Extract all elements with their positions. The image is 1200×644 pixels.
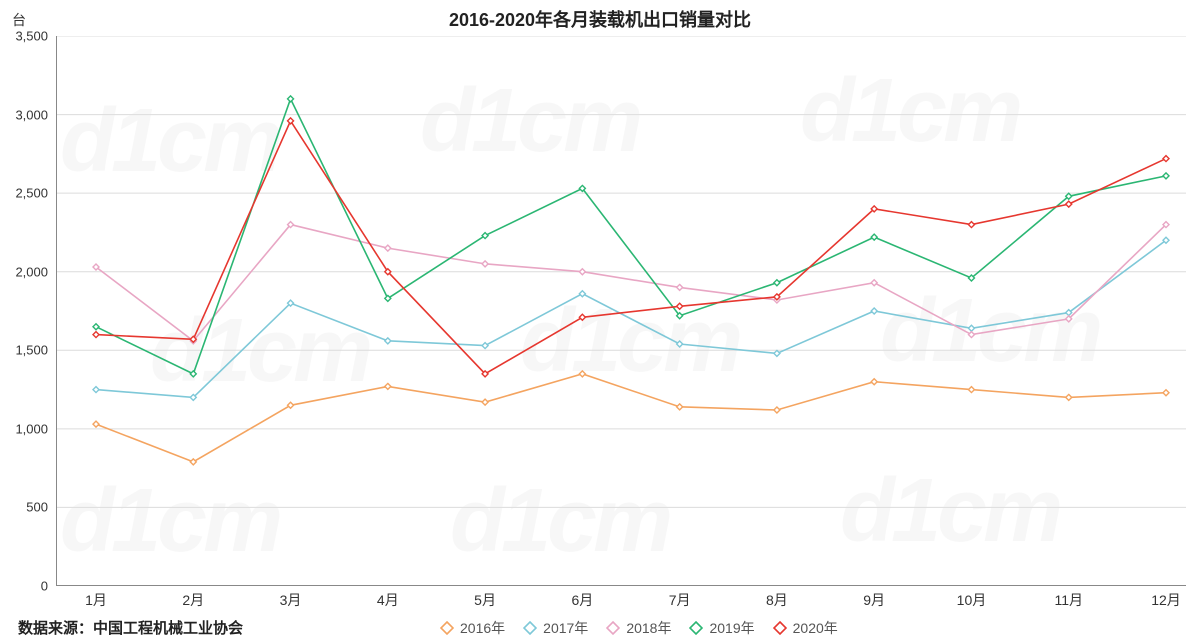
chart-container: 2016-2020年各月装载机出口销量对比 台 d1cm d1cm d1cm d… [0, 0, 1200, 644]
y-axis-labels: 05001,0001,5002,0002,5003,0003,500 [0, 36, 52, 586]
legend-swatch [523, 621, 537, 635]
legend-label: 2018年 [626, 618, 671, 638]
series-marker [677, 341, 683, 347]
chart-title: 2016-2020年各月装载机出口销量对比 [0, 6, 1200, 32]
x-axis-labels: 1月 2月 3月 4月 5月 6月 7月 8月 9月 10月 11月 12月 [56, 590, 1186, 610]
y-tick-label: 1,500 [15, 343, 48, 358]
legend-item: 2017年 [523, 618, 588, 638]
plot-area [56, 36, 1186, 586]
legend-label: 2016年 [460, 618, 505, 638]
series-marker [482, 261, 488, 267]
series-marker [579, 371, 585, 377]
legend-swatch [606, 621, 620, 635]
series-marker [968, 222, 974, 228]
series-marker [385, 338, 391, 344]
series-marker [579, 269, 585, 275]
series-marker [579, 291, 585, 297]
x-tick-label: 4月 [377, 590, 399, 610]
series-marker [871, 379, 877, 385]
series-marker [93, 421, 99, 427]
source-label: 数据来源： [18, 620, 93, 637]
legend-label: 2017年 [543, 618, 588, 638]
source-line: 数据来源：中国工程机械工业协会 [18, 617, 243, 638]
series-marker [677, 303, 683, 309]
y-tick-label: 3,000 [15, 107, 48, 122]
series-marker [774, 350, 780, 356]
series-marker [385, 383, 391, 389]
series-marker [1163, 173, 1169, 179]
series-line [96, 374, 1166, 462]
series-marker [190, 371, 196, 377]
series-marker [774, 407, 780, 413]
series-marker [677, 284, 683, 290]
series-marker [93, 387, 99, 393]
legend-label: 2020年 [793, 618, 838, 638]
series-line [96, 99, 1166, 374]
series-marker [385, 245, 391, 251]
source-text: 中国工程机械工业协会 [93, 620, 243, 637]
y-tick-label: 500 [26, 500, 48, 515]
series-marker [871, 234, 877, 240]
y-tick-label: 2,000 [15, 264, 48, 279]
series-marker [871, 280, 877, 286]
y-tick-label: 3,500 [15, 29, 48, 44]
series-marker [93, 324, 99, 330]
series-marker [871, 308, 877, 314]
x-tick-label: 7月 [669, 590, 691, 610]
series-marker [1066, 394, 1072, 400]
x-tick-label: 12月 [1151, 590, 1181, 610]
y-tick-label: 1,000 [15, 421, 48, 436]
x-tick-label: 11月 [1054, 590, 1083, 610]
legend-swatch [440, 621, 454, 635]
series-marker [968, 325, 974, 331]
x-tick-label: 8月 [766, 590, 788, 610]
series-marker [1163, 156, 1169, 162]
series-marker [968, 332, 974, 338]
legend-item: 2019年 [689, 618, 754, 638]
legend: 2016年 2017年 2018年 2019年 2020年 [440, 618, 838, 638]
chart-svg [56, 36, 1186, 586]
x-tick-label: 1月 [85, 590, 107, 610]
series-marker [1163, 390, 1169, 396]
legend-item: 2016年 [440, 618, 505, 638]
x-tick-label: 3月 [280, 590, 302, 610]
series-marker [968, 387, 974, 393]
series-marker [482, 399, 488, 405]
legend-item: 2020年 [773, 618, 838, 638]
series-line [96, 240, 1166, 397]
legend-swatch [689, 621, 703, 635]
x-tick-label: 9月 [863, 590, 885, 610]
y-axis-unit: 台 [12, 10, 26, 30]
x-tick-label: 6月 [571, 590, 593, 610]
x-tick-label: 2月 [182, 590, 204, 610]
series-marker [774, 280, 780, 286]
series-marker [482, 343, 488, 349]
series-marker [677, 404, 683, 410]
legend-item: 2018年 [606, 618, 671, 638]
series-marker [288, 96, 294, 102]
legend-swatch [773, 621, 787, 635]
series-marker [93, 332, 99, 338]
y-tick-label: 0 [41, 579, 48, 594]
series-marker [1066, 201, 1072, 207]
x-tick-label: 10月 [957, 590, 987, 610]
x-tick-label: 5月 [474, 590, 496, 610]
y-tick-label: 2,500 [15, 186, 48, 201]
legend-label: 2019年 [709, 618, 754, 638]
